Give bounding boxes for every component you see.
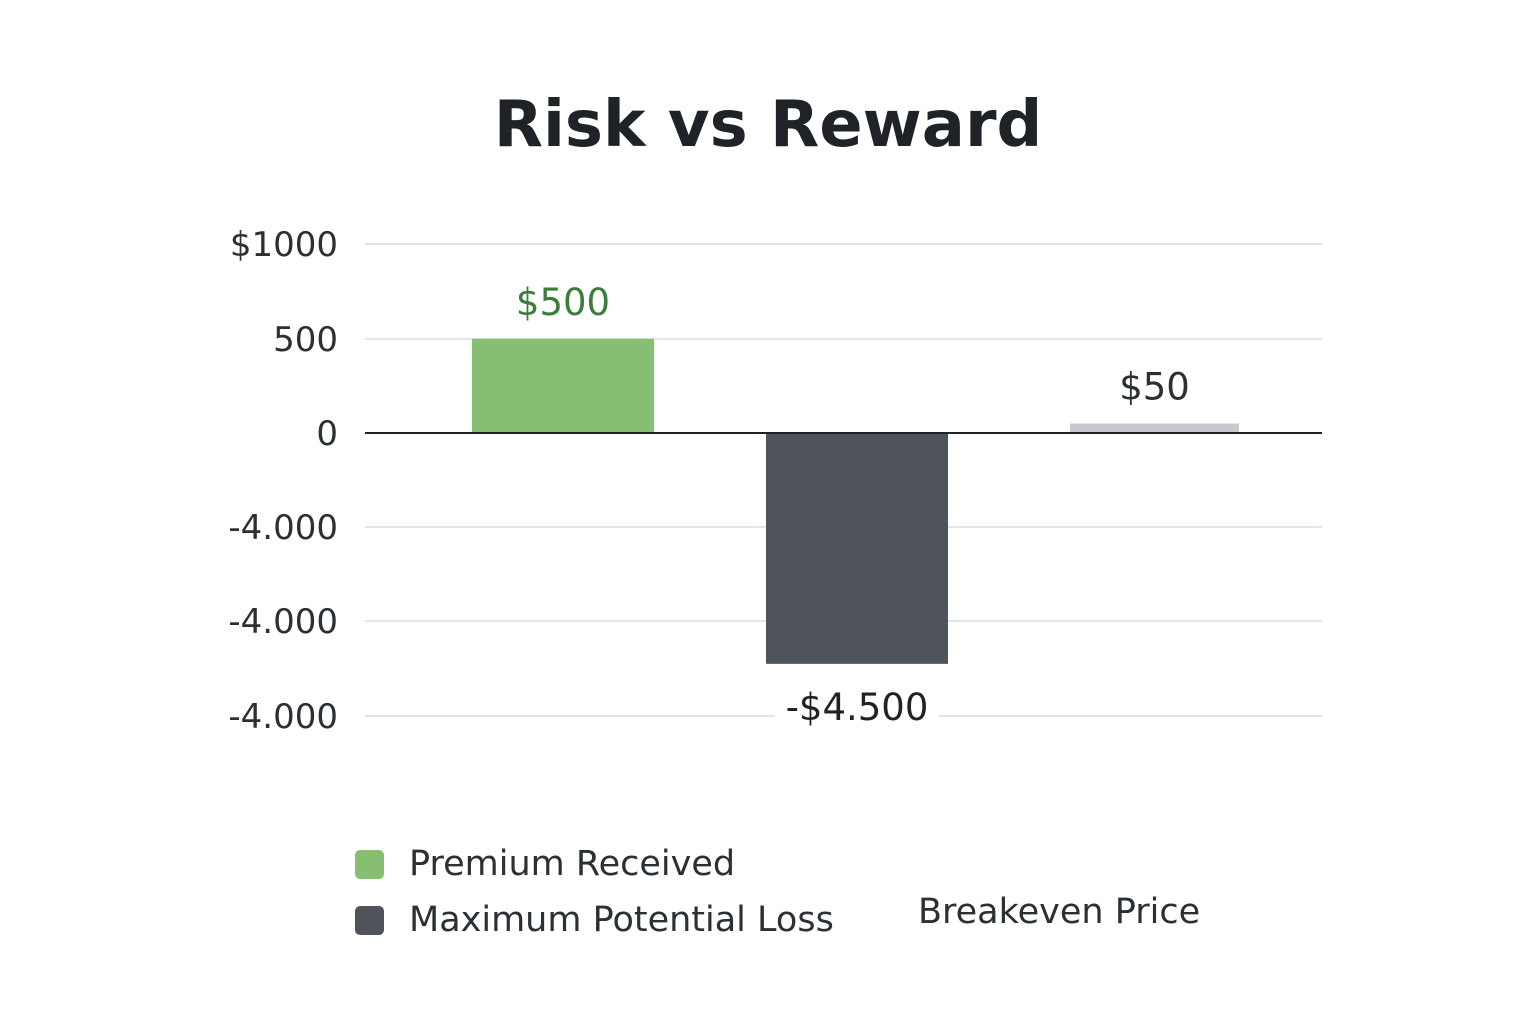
bar-1 xyxy=(472,338,654,433)
data-label-1: $500 xyxy=(516,281,610,324)
y-tick-label: -4.000 xyxy=(228,602,338,642)
bar-3 xyxy=(1070,423,1239,433)
bars xyxy=(472,338,1239,664)
chart-title: Risk vs Reward xyxy=(494,88,1043,162)
legend-label-premium: Premium Received xyxy=(409,844,736,884)
y-tick-label: 0 xyxy=(316,414,338,454)
data-labels: $500 -$4.500 $50 xyxy=(516,281,1190,732)
legend: Premium Received Maximum Potential Loss xyxy=(355,836,834,948)
legend-item-breakeven-price: Breakeven Price xyxy=(918,892,1201,932)
bar-2 xyxy=(766,433,948,664)
legend-swatch-loss xyxy=(355,905,384,935)
y-tick-label: 500 xyxy=(273,320,338,360)
data-label-background xyxy=(775,681,939,732)
legend-label-loss: Maximum Potential Loss xyxy=(409,900,834,940)
y-tick-label: $1000 xyxy=(230,225,338,265)
legend-item-premium-received: Premium Received xyxy=(355,836,834,892)
legend-swatch-premium xyxy=(355,849,384,879)
y-tick-label: -4.000 xyxy=(228,508,338,548)
legend-item-maximum-potential-loss: Maximum Potential Loss xyxy=(355,892,834,948)
data-label-3: $50 xyxy=(1119,366,1190,409)
data-label-2: -$4.500 xyxy=(786,686,929,729)
y-tick-label: -4.000 xyxy=(228,697,338,737)
y-axis-ticks: $1000 500 0 -4.000 -4.000 -4.000 xyxy=(228,225,338,737)
